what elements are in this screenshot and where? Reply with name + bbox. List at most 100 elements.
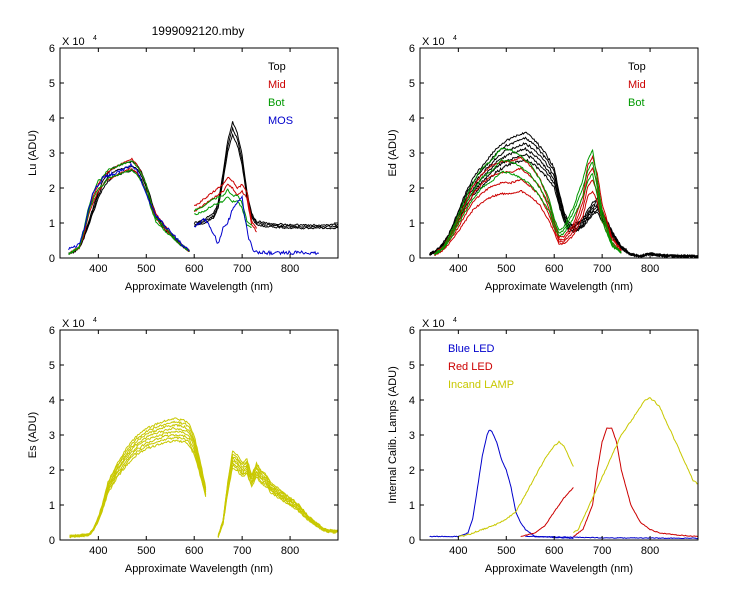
y-exponent-power: 4: [453, 35, 457, 42]
series-line-es-0-0: [69, 439, 207, 539]
series-line-es-1-0: [69, 436, 207, 538]
y-exponent-label: X 10: [422, 36, 445, 48]
series-line-top-2-0: [68, 160, 190, 254]
y-tick-label: 1: [49, 218, 55, 230]
series-line-bot-1-0: [434, 159, 622, 255]
series-line-top-5-0: [429, 131, 699, 259]
series-line-top-0-0: [68, 169, 190, 255]
y-tick-label: 5: [49, 78, 55, 90]
series-line-bot-0-0: [68, 168, 190, 255]
series-line-mid-1-0: [434, 178, 622, 256]
y-tick-label: 2: [49, 465, 55, 477]
y-exponent-power: 4: [93, 35, 97, 42]
series-line-bot-1-1: [193, 188, 252, 226]
y-tick-label: 3: [409, 148, 415, 160]
series-line-top-1-1: [194, 125, 339, 229]
y-tick-label: 0: [49, 253, 55, 265]
legend-entry-bot: Bot: [268, 97, 285, 109]
series-line-mid-3-0: [434, 154, 622, 254]
panel-bottom-right: 400 500 600 700 800 0 1 2 3 4 5 6 X 10 4 Approximate W…: [387, 317, 699, 575]
legend-entry-mid: Mid: [268, 79, 286, 91]
y-tick-label: 6: [49, 325, 55, 337]
x-tick-label: 600: [185, 263, 203, 275]
x-tick-label: 700: [593, 545, 611, 557]
y-exponent-label: X 10: [422, 318, 445, 330]
legend-entry-top: Top: [268, 61, 286, 73]
series-line-es-4-0: [69, 426, 207, 538]
series-group: [429, 397, 699, 540]
legend-entry-incand-lamp: Incand LAMP: [448, 379, 514, 391]
y-tick-label: 6: [409, 325, 415, 337]
series-line-bot-0-1: [194, 196, 252, 228]
x-axis-label: Approximate Wavelength (nm): [485, 563, 633, 575]
y-axis-label: Ed (ADU): [387, 129, 399, 176]
series-line-red-led-0-0: [520, 487, 574, 538]
y-exponent-power: 4: [453, 317, 457, 324]
y-tick-label: 6: [409, 43, 415, 55]
x-tick-label: 500: [137, 263, 155, 275]
series-line-top-1-0: [68, 165, 190, 254]
y-tick-label: 3: [49, 148, 55, 160]
x-tick-label: 600: [545, 545, 563, 557]
series-line-mos-0-1: [193, 194, 320, 256]
legend-entry-blue-led: Blue LED: [448, 343, 495, 355]
y-tick-label: 4: [409, 113, 415, 125]
y-axis-label: Internal Calib. Lamps (ADU): [387, 366, 399, 504]
y-exponent-label: X 10: [62, 318, 85, 330]
x-tick-label: 800: [641, 263, 659, 275]
series-group: [68, 121, 339, 256]
series-line-mid-0-0: [68, 167, 190, 255]
series-line-es-2-0: [69, 433, 207, 538]
y-tick-label: 1: [409, 218, 415, 230]
series-line-mid-1-0: [68, 157, 190, 255]
x-axis-label: Approximate Wavelength (nm): [125, 563, 273, 575]
x-tick-label: 500: [497, 545, 515, 557]
x-tick-label: 500: [497, 263, 515, 275]
series-line-mid-0-0: [434, 190, 622, 256]
x-tick-label: 700: [233, 263, 251, 275]
series-line-bot-1-0: [68, 160, 190, 255]
series-line-es-7-1: [217, 450, 339, 537]
x-tick-label: 700: [593, 263, 611, 275]
x-tick-label: 400: [89, 263, 107, 275]
y-tick-label: 4: [409, 395, 415, 407]
legend-entry-mos: MOS: [268, 115, 293, 127]
y-tick-label: 1: [409, 500, 415, 512]
y-tick-label: 6: [49, 43, 55, 55]
series-line-red-led-0-1: [573, 427, 699, 538]
x-axis-label: Approximate Wavelength (nm): [125, 281, 273, 293]
y-tick-label: 5: [49, 360, 55, 372]
y-tick-label: 0: [409, 253, 415, 265]
series-line-es-3-1: [217, 459, 339, 537]
x-tick-label: 600: [545, 263, 563, 275]
y-tick-label: 0: [409, 535, 415, 547]
x-tick-label: 700: [233, 545, 251, 557]
panel-top-right: 400 500 600 700 800 0 1 2 3 4 5 6 X 10 4 Approximate W…: [387, 35, 699, 293]
y-tick-label: 5: [409, 360, 415, 372]
legend-entry-red-led: Red LED: [448, 361, 493, 373]
y-tick-label: 3: [409, 430, 415, 442]
x-axis-label: Approximate Wavelength (nm): [485, 281, 633, 293]
series-line-top-2-1: [193, 121, 339, 227]
y-tick-label: 1: [49, 500, 55, 512]
y-axis-label: Es (ADU): [27, 412, 39, 458]
series-line-mid-0-1: [193, 183, 257, 233]
y-tick-label: 5: [409, 78, 415, 90]
y-exponent-power: 4: [93, 317, 97, 324]
series-line-incand-lamp-0-0: [458, 440, 574, 538]
series-line-mos-0-0: [68, 162, 190, 252]
series-line-bot-0-0: [433, 170, 622, 256]
y-tick-label: 4: [49, 113, 55, 125]
series-line-incand-lamp-0-1: [573, 397, 699, 534]
panel-top-left: 400 500 600 700 800 0 1 2 3 4 5 6 X 10 4 Approximate W…: [27, 35, 339, 293]
y-tick-label: 3: [49, 430, 55, 442]
series-line-mid-1-1: [193, 176, 257, 229]
legend-entry-bot: Bot: [628, 97, 645, 109]
panel-bottom-left: 400 500 600 700 800 0 1 2 3 4 5 6 X 10 4 Approximate W…: [27, 317, 339, 575]
series-line-top-0-1: [193, 132, 339, 230]
series-line-bot-2-0: [434, 147, 622, 255]
series-group: [429, 131, 699, 259]
y-axis-label: Lu (ADU): [27, 130, 39, 176]
x-tick-label: 400: [89, 545, 107, 557]
x-tick-label: 400: [449, 545, 467, 557]
